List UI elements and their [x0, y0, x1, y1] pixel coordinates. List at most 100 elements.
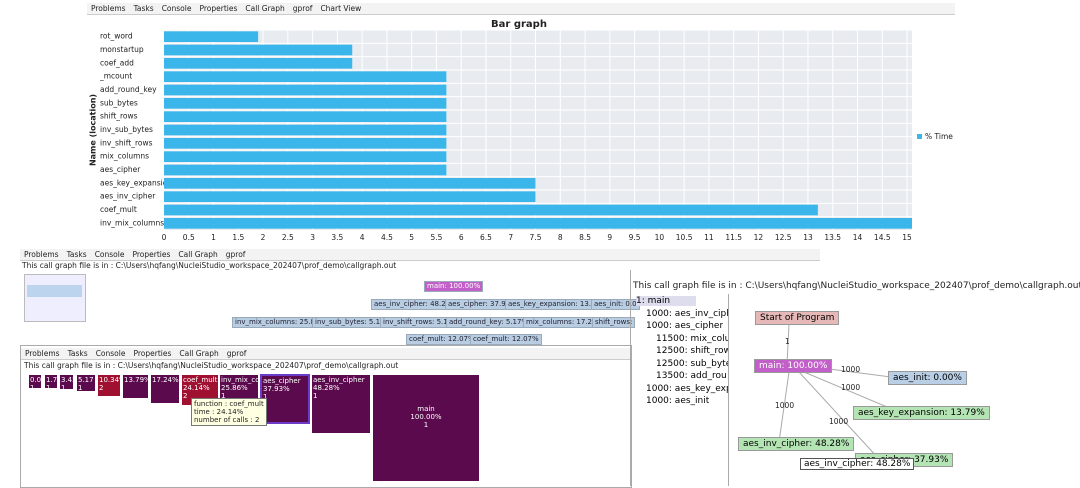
level-node[interactable]: main: 100.00% [424, 281, 484, 292]
cell-text: 25.86% [221, 384, 248, 392]
tree-item[interactable]: 1000: aes_inv_ciph [646, 308, 729, 319]
y-tick-label: aes_key_expansion [100, 178, 172, 187]
tab[interactable]: Tasks [66, 250, 87, 259]
tab[interactable]: Properties [133, 349, 172, 358]
cell-text: main [417, 405, 435, 413]
level-node[interactable]: add_round_key: 5.17% [446, 317, 532, 328]
tree-item[interactable]: 1000: aes_key_exp [646, 383, 729, 394]
treemap-cell[interactable]: 3.451 [59, 374, 74, 390]
bar [164, 124, 447, 136]
tab[interactable]: Call Graph [178, 250, 218, 259]
tab[interactable]: Problems [25, 349, 60, 358]
treemap-cell[interactable]: 5.17 1 [76, 374, 96, 392]
tab[interactable]: Console [94, 250, 125, 259]
graph-node[interactable]: Start of Program [755, 311, 840, 325]
edge-label: 1 [785, 337, 790, 346]
tree-item[interactable]: 11500: mix_colu [656, 333, 729, 344]
y-tick-label: rot_word [100, 32, 133, 41]
treemap-cell[interactable]: 13.79% [122, 374, 149, 399]
graph-node[interactable]: aes_key_expansion: 13.79% [853, 406, 990, 420]
tree-item[interactable]: 12500: shift_row [656, 346, 729, 356]
tree-item[interactable]: 1: main [636, 296, 696, 306]
overlay-tab-bar: Problems Tasks Console Properties Call Graph… [21, 348, 631, 360]
x-tick-label: 11.5 [725, 233, 742, 242]
treemap-cell[interactable]: main 100.00% 1 [372, 374, 480, 482]
top-tab-bar: Problems Tasks Console Properties Call Graph… [87, 3, 955, 15]
treemap-cell[interactable]: 10.34%2 [97, 374, 121, 397]
y-tick-label: inv_sub_bytes [100, 125, 153, 134]
tooltip: function : coef_mult time : 24.14% number … [191, 398, 267, 426]
graph-node[interactable]: main: 100.00% [754, 359, 833, 373]
y-tick-label: shift_rows [100, 112, 138, 121]
x-tick-label: 6 [459, 233, 464, 242]
x-tick-label: 7 [508, 233, 513, 242]
level-node[interactable]: coef_mult: 12.07% [470, 334, 542, 345]
overlay-path-text: This call graph file is in : C:\Users\hq… [24, 361, 399, 370]
tab[interactable]: Problems [91, 4, 126, 13]
tab[interactable]: Properties [132, 250, 171, 259]
x-tick-label: 10 [655, 233, 665, 242]
tab[interactable]: Call Graph [245, 4, 285, 13]
edge-label: 1000 [775, 401, 794, 410]
tree-item[interactable]: 12500: sub_byte [656, 358, 729, 369]
y-tick-label: coef_add [100, 58, 134, 67]
cell-text: 1 [78, 384, 83, 392]
y-tick-label: coef_mult [100, 205, 137, 214]
x-tick-label: 7.5 [530, 233, 542, 242]
tab[interactable]: gprof [226, 349, 247, 358]
overlay-panel: Problems Tasks Console Properties Call Graph… [20, 345, 632, 488]
treemap-cell[interactable]: 17.24% [150, 374, 180, 404]
treemap-cell[interactable]: 0.001 [28, 374, 42, 389]
cell-text: 0.00 [30, 376, 42, 384]
level-node[interactable]: coef_mult: 12.07% [406, 334, 478, 345]
x-tick-label: 8 [558, 233, 563, 242]
x-tick-label: 6.5 [480, 233, 492, 242]
tree-item[interactable]: 13500: add_rou [656, 371, 727, 381]
edge [798, 371, 880, 460]
bar [164, 151, 447, 162]
treemap-cell[interactable]: 1.721 [44, 374, 58, 389]
cell-text: 1 [221, 392, 226, 400]
tree-item[interactable]: 1000: aes_init [646, 396, 710, 406]
cell-text: 1 [30, 384, 35, 389]
x-tick-label: 12.5 [775, 233, 792, 242]
cell-text: 5.17 [78, 376, 94, 384]
graph-node[interactable]: aes_init: 0.00% [888, 371, 967, 385]
bar [164, 178, 536, 189]
tab[interactable]: Tasks [67, 349, 88, 358]
treemap-cell[interactable]: aes_inv_cipher 48.28% 1 [311, 374, 371, 434]
tab[interactable]: Properties [199, 4, 238, 13]
tab[interactable]: Console [95, 349, 126, 358]
tab[interactable]: Chart View [320, 4, 362, 13]
cell-text: 37.93% [263, 385, 290, 393]
edge [786, 323, 790, 365]
tab[interactable]: Problems [24, 250, 59, 259]
x-tick-label: 3 [310, 233, 315, 242]
graph-node[interactable]: aes_inv_cipher: 48.28% [738, 437, 855, 451]
tab[interactable]: Call Graph [179, 349, 219, 358]
path-text: This call graph file is in : C:\Users\hq… [22, 261, 397, 270]
tab[interactable]: gprof [225, 250, 246, 259]
edge-label: 1000 [829, 417, 848, 426]
tab[interactable]: gprof [292, 4, 313, 13]
x-tick-label: 11 [704, 233, 714, 242]
tab[interactable]: Console [161, 4, 192, 13]
right-path-text: This call graph file is in : C:\Users\hq… [633, 281, 1080, 291]
cell-text: 1 [423, 421, 429, 429]
x-tick-label: 13.5 [824, 233, 841, 242]
bar [164, 218, 912, 229]
x-tick-label: 1.5 [232, 233, 244, 242]
cell-text: 3.45 [61, 376, 73, 384]
bar [164, 111, 447, 122]
tab[interactable]: Tasks [133, 4, 154, 13]
y-tick-label: aes_inv_cipher [100, 192, 156, 201]
legend-swatch [917, 134, 922, 139]
x-tick-label: 1 [211, 233, 216, 242]
tree-item[interactable]: 1000: aes_cipher [646, 321, 724, 331]
treemap-cell[interactable]: aes_cipher 37.93% 1 [260, 374, 310, 424]
x-tick-label: 2 [261, 233, 266, 242]
chart-title: Bar graph [491, 19, 547, 30]
x-tick-label: 9.5 [629, 233, 641, 242]
edge [778, 371, 790, 443]
level-node[interactable]: shift_rows: [592, 317, 636, 328]
